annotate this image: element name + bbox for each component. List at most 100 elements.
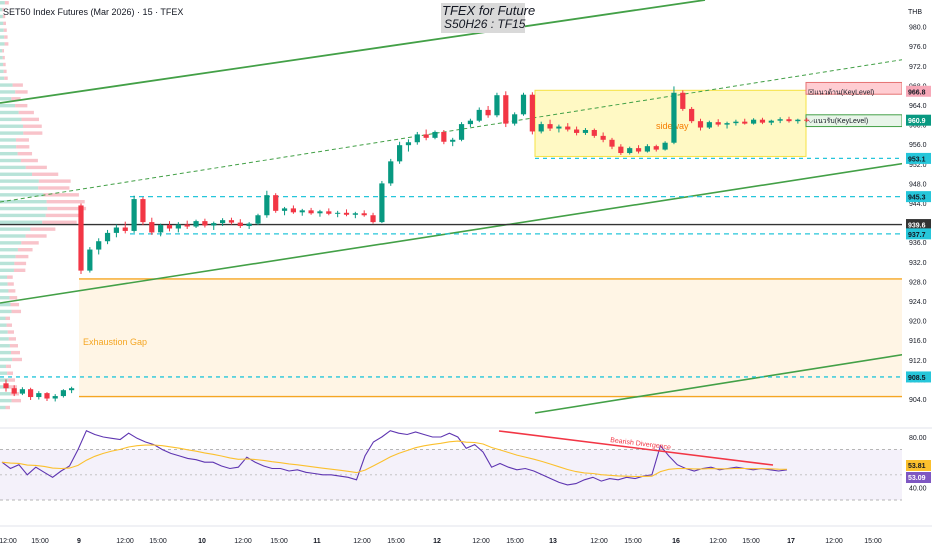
- candle-body: [768, 120, 774, 123]
- volume-profile-bar-sell: [6, 323, 13, 327]
- time-tick-label: 15:00: [742, 538, 760, 545]
- volume-profile-bar-buy: [0, 268, 14, 272]
- candle-body: [538, 124, 544, 132]
- candle-body: [290, 208, 296, 213]
- candle-body: [202, 221, 208, 226]
- volume-profile-bar-sell: [22, 124, 42, 128]
- volume-profile-bar-sell: [17, 248, 33, 252]
- volume-profile-bar-sell: [15, 90, 28, 94]
- candle-body: [308, 210, 314, 214]
- candle-body: [441, 131, 447, 142]
- volume-profile-bar-sell: [8, 289, 16, 293]
- volume-profile-bar-sell: [12, 83, 23, 87]
- candle-body: [494, 95, 500, 116]
- volume-profile-bar-sell: [18, 110, 34, 115]
- candle-body: [795, 119, 801, 122]
- candle-body: [78, 205, 84, 271]
- price-tick-label: 904.0: [909, 397, 927, 404]
- candle-body: [618, 146, 624, 154]
- volume-profile-bar-buy: [0, 241, 22, 245]
- support-label: ⌵แนวรับ(KeyLevel): [808, 117, 868, 125]
- candle-body: [724, 123, 730, 125]
- volume-profile-bar-buy: [0, 371, 8, 375]
- time-tick-label: 12:00: [825, 538, 843, 545]
- volume-profile-bar-sell: [46, 200, 85, 204]
- candle-body: [299, 210, 305, 213]
- volume-profile-bar-sell: [7, 282, 14, 286]
- volume-profile-bar-sell: [7, 371, 13, 375]
- volume-profile-bar-buy: [0, 145, 17, 149]
- candle-body: [644, 146, 650, 152]
- volume-profile-bar-sell: [15, 254, 29, 259]
- volume-profile-bar-buy: [0, 28, 4, 32]
- candle-body: [11, 388, 17, 394]
- volume-profile-bar-sell: [42, 220, 77, 224]
- volume-profile-bar-buy: [0, 7, 3, 12]
- candle-body: [680, 92, 686, 109]
- time-tick-label: 12:00: [709, 538, 727, 545]
- price-label-text: 908.5: [908, 375, 926, 382]
- chart-title-line-2: S50H26 : TF15: [444, 17, 526, 31]
- volume-profile-bar-buy: [0, 42, 5, 46]
- candle-body: [547, 124, 553, 129]
- candle-body: [467, 120, 473, 125]
- volume-profile-bar-sell: [9, 296, 18, 300]
- volume-profile-bar-buy: [0, 110, 19, 115]
- candle-body: [104, 232, 111, 242]
- volume-profile-bar-sell: [30, 227, 56, 231]
- candle-body: [485, 109, 491, 116]
- volume-profile-bar-buy: [0, 21, 4, 26]
- rsi-line: [1, 429, 788, 486]
- volume-profile-bar-buy: [0, 117, 22, 122]
- mid-channel-line: [0, 54, 932, 203]
- volume-profile-bar-buy: [0, 158, 21, 163]
- volume-profile-bar-sell: [25, 234, 47, 238]
- volume-profile-bar-buy: [0, 296, 10, 300]
- candle-body: [131, 199, 137, 231]
- candle-body: [414, 134, 420, 143]
- volume-profile-bar-sell: [4, 76, 8, 80]
- candle-body: [556, 126, 562, 129]
- candle-body: [246, 223, 252, 227]
- price-tick-label: 936.0: [909, 240, 927, 247]
- candle-body: [370, 215, 376, 223]
- candle-body: [432, 131, 438, 138]
- volume-profile-bar-sell: [3, 21, 7, 26]
- candle-body: [804, 119, 810, 121]
- price-label-box: [906, 191, 931, 203]
- volume-profile-bar-buy: [0, 55, 3, 60]
- price-label-text: 945.3: [908, 195, 926, 202]
- rsi-tick-label: 40.00: [909, 485, 927, 492]
- volume-profile-bar-buy: [0, 103, 16, 108]
- price-tick-label: 980.0: [909, 25, 927, 32]
- volume-profile-bar-buy: [0, 97, 12, 101]
- volume-profile-bar-buy: [0, 350, 12, 355]
- candle-body: [600, 135, 606, 140]
- volume-profile-bar-sell: [10, 392, 19, 396]
- volume-profile-bar-sell: [13, 268, 26, 272]
- time-tick-label: 12:00: [472, 538, 490, 545]
- price-label-text: 960.9: [908, 118, 926, 125]
- candle-body: [458, 124, 465, 140]
- candle-body: [326, 211, 332, 214]
- volume-profile-bar-buy: [0, 14, 3, 19]
- candle-body: [697, 121, 704, 128]
- volume-profile-bar-buy: [0, 316, 6, 321]
- candle-body: [52, 396, 58, 399]
- candle-body: [255, 215, 261, 224]
- time-tick-label: 9: [77, 538, 81, 545]
- price-label-box: [906, 152, 931, 164]
- volume-profile-bar-buy: [0, 131, 24, 135]
- volume-profile-bar-sell: [38, 179, 71, 183]
- volume-profile-bar-sell: [9, 385, 17, 389]
- volume-profile-bar-sell: [43, 193, 79, 197]
- price-tick-label: 932.0: [909, 260, 927, 267]
- time-tick-label: 12:00: [116, 538, 134, 545]
- price-tick-label: 976.0: [909, 44, 927, 51]
- volume-profile-bar-sell: [38, 186, 70, 190]
- volume-profile-bar-buy: [0, 330, 8, 334]
- time-tick-label: 11: [313, 538, 321, 545]
- volume-profile-bar-sell: [8, 337, 17, 341]
- candle-body: [113, 227, 119, 233]
